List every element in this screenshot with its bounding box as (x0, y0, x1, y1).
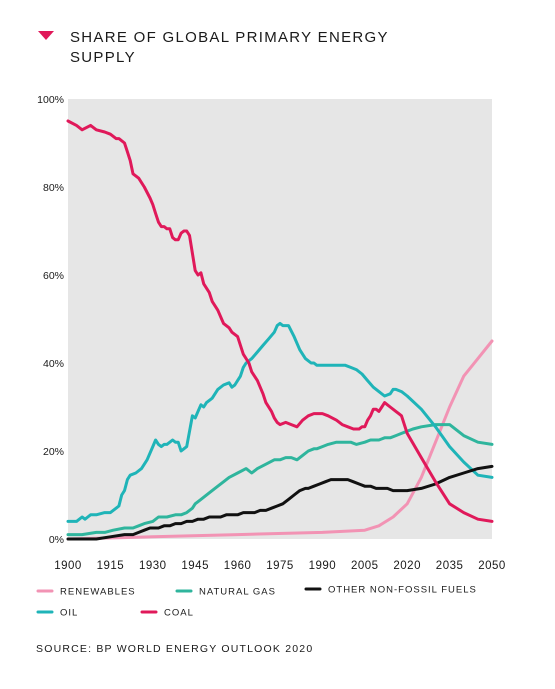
legend: RENEWABLES NATURAL GAS OTHER NON-FOSSIL FU… (36, 585, 477, 619)
series-line-other (66, 464, 494, 541)
x-tick-label: 1915 (97, 560, 125, 572)
y-tick-label: 40% (43, 358, 64, 370)
legend-label: NATURAL GAS (199, 587, 276, 598)
legend-label: COAL (164, 608, 194, 619)
y-tick-label: 100% (37, 94, 64, 106)
series-line-oil (66, 321, 494, 523)
plot-area (68, 99, 492, 539)
x-tick-label: 1975 (266, 560, 294, 572)
series-lines (66, 119, 494, 541)
series-line-coal (66, 119, 494, 523)
title-triangle-icon (38, 31, 54, 40)
legend-item-oil: OIL (36, 608, 78, 619)
x-axis-labels: 1900 1915 1930 1945 1960 1975 1990 2005 2020 2035… (54, 560, 506, 572)
x-tick-label: 2005 (351, 560, 379, 572)
x-tick-label: 1990 (309, 560, 337, 572)
series-line-natural-gas (66, 423, 494, 537)
x-tick-label: 2020 (393, 560, 421, 572)
x-tick-label: 1945 (181, 560, 209, 572)
y-axis-labels: 0% 20% 40% 60% 80% 100% (37, 94, 64, 546)
legend-label: OTHER NON-FOSSIL FUELS (328, 585, 477, 596)
y-tick-label: 80% (43, 182, 64, 194)
chart-title: SHARE OF GLOBAL PRIMARY ENERGY SUPPLY (70, 29, 389, 66)
source-note: SOURCE: BP WORLD ENERGY OUTLOOK 2020 (36, 643, 314, 655)
y-tick-label: 0% (49, 534, 64, 546)
x-tick-label: 2035 (436, 560, 464, 572)
y-tick-label: 20% (43, 446, 64, 458)
x-tick-label: 1960 (224, 560, 252, 572)
legend-item-renewables: RENEWABLES (36, 587, 136, 598)
x-tick-label: 2050 (478, 560, 506, 572)
legend-item-coal: COAL (140, 608, 194, 619)
x-tick-label: 1900 (54, 560, 82, 572)
legend-label: RENEWABLES (60, 587, 136, 598)
legend-item-natural-gas: NATURAL GAS (175, 587, 276, 598)
x-tick-label: 1930 (139, 560, 167, 572)
series-line-renewables (66, 339, 494, 541)
legend-item-other: OTHER NON-FOSSIL FUELS (304, 585, 477, 596)
y-tick-label: 60% (43, 270, 64, 282)
legend-label: OIL (60, 608, 78, 619)
